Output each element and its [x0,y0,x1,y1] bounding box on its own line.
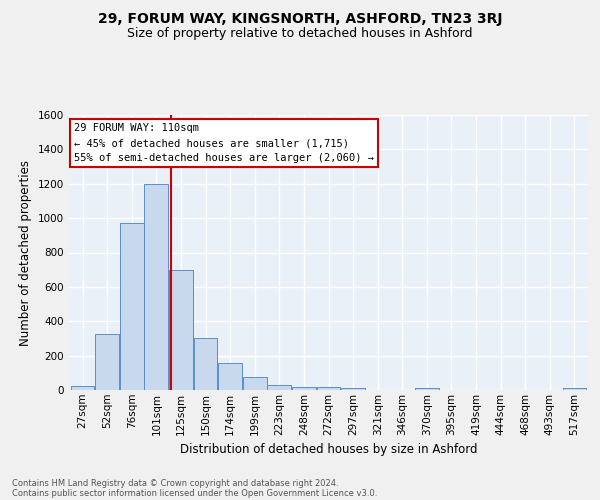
Bar [341,388,365,390]
Bar [268,385,291,390]
X-axis label: Distribution of detached houses by size in Ashford: Distribution of detached houses by size … [180,443,477,456]
Bar [218,364,242,390]
Bar [243,376,266,390]
Bar [317,388,340,390]
Text: 29, FORUM WAY, KINGSNORTH, ASHFORD, TN23 3RJ: 29, FORUM WAY, KINGSNORTH, ASHFORD, TN23… [98,12,502,26]
Bar [71,386,94,390]
Text: 29 FORUM WAY: 110sqm
← 45% of detached houses are smaller (1,715)
55% of semi-de: 29 FORUM WAY: 110sqm ← 45% of detached h… [74,123,374,163]
Bar [120,224,143,390]
Text: Contains public sector information licensed under the Open Government Licence v3: Contains public sector information licen… [12,488,377,498]
Text: Size of property relative to detached houses in Ashford: Size of property relative to detached ho… [127,28,473,40]
Bar [145,184,168,390]
Bar [169,270,193,390]
Bar [292,388,316,390]
Bar [415,388,439,390]
Text: Contains HM Land Registry data © Crown copyright and database right 2024.: Contains HM Land Registry data © Crown c… [12,478,338,488]
Y-axis label: Number of detached properties: Number of detached properties [19,160,32,346]
Bar [194,338,217,390]
Bar [95,334,119,390]
Bar [563,388,586,390]
